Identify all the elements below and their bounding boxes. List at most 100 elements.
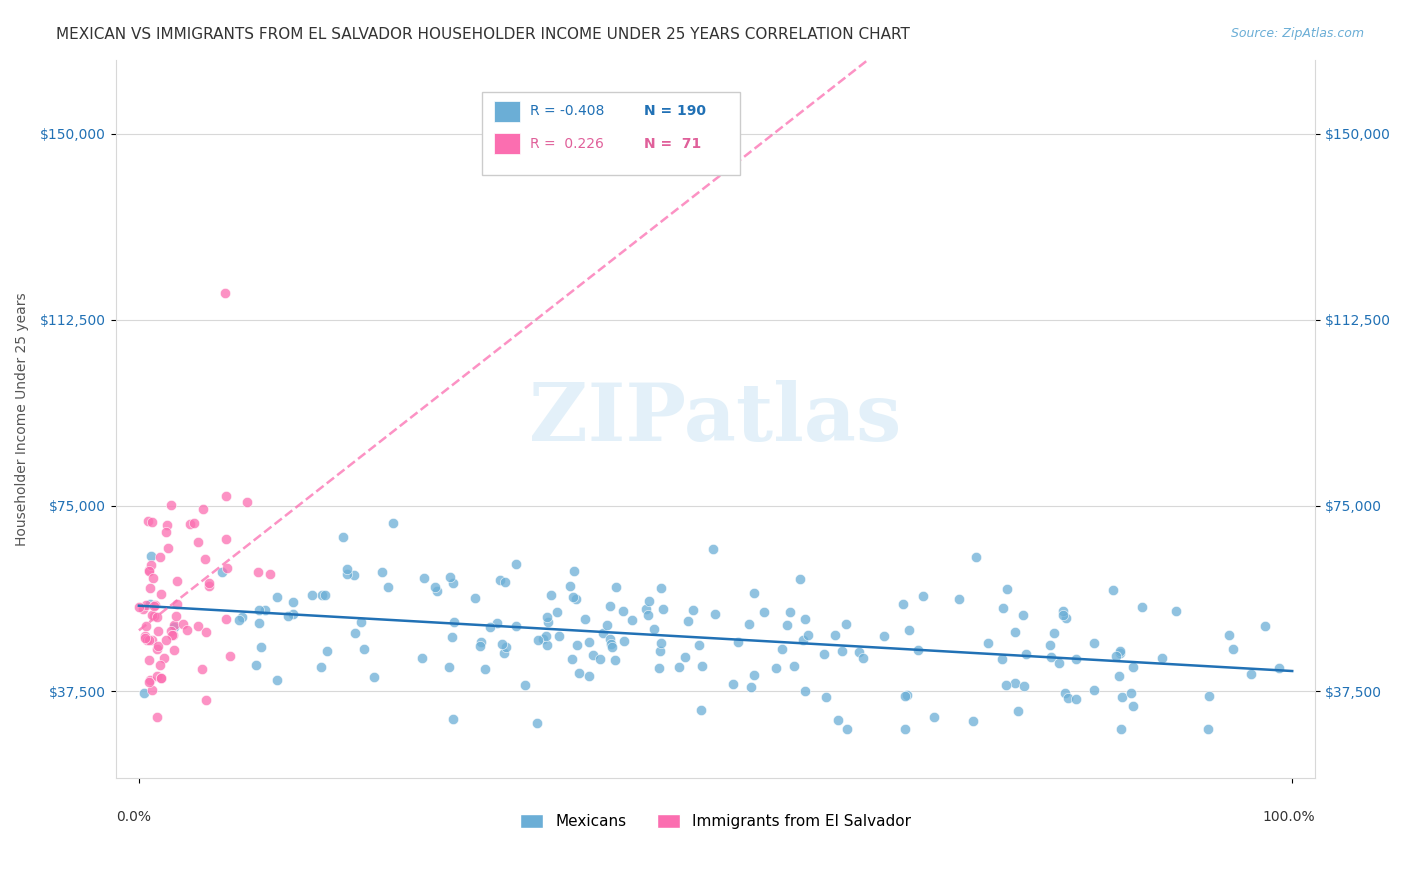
Point	[141, 682, 163, 697]
Point	[138, 564, 160, 578]
Point	[600, 637, 623, 651]
Point	[309, 660, 332, 674]
Point	[486, 616, 509, 631]
Point	[1122, 699, 1144, 714]
Point	[789, 572, 811, 586]
Point	[578, 669, 600, 683]
Point	[281, 595, 304, 609]
Point	[1254, 619, 1277, 633]
Point	[977, 636, 1000, 650]
Point	[153, 651, 176, 665]
Y-axis label: Householder Income Under 25 years: Householder Income Under 25 years	[15, 292, 30, 546]
Point	[283, 607, 305, 621]
Point	[1047, 657, 1070, 671]
Point	[266, 673, 288, 687]
Point	[141, 515, 163, 529]
Point	[198, 579, 221, 593]
Point	[1054, 686, 1077, 700]
Point	[163, 620, 186, 634]
Point	[443, 615, 465, 629]
Text: Source: ZipAtlas.com: Source: ZipAtlas.com	[1230, 27, 1364, 40]
Point	[738, 616, 761, 631]
Point	[211, 565, 233, 579]
Point	[141, 607, 163, 622]
Point	[1111, 690, 1133, 704]
Point	[547, 628, 569, 642]
Point	[1108, 647, 1130, 661]
Point	[301, 588, 323, 602]
Point	[134, 629, 156, 643]
Point	[814, 690, 837, 704]
Point	[574, 611, 596, 625]
Point	[1121, 686, 1143, 700]
Point	[247, 616, 270, 631]
Point	[135, 619, 157, 633]
Point	[165, 609, 187, 624]
Point	[688, 639, 710, 653]
Point	[148, 624, 170, 638]
Point	[526, 715, 548, 730]
Point	[266, 591, 288, 605]
Point	[536, 638, 558, 652]
Point	[997, 582, 1019, 596]
Point	[922, 710, 945, 724]
Point	[1004, 625, 1026, 640]
Point	[134, 631, 156, 645]
Point	[689, 703, 711, 717]
Point	[150, 671, 173, 685]
Point	[143, 599, 166, 613]
Point	[990, 651, 1012, 665]
Point	[172, 617, 194, 632]
Point	[835, 617, 858, 632]
Point	[353, 642, 375, 657]
Point	[1015, 647, 1038, 661]
Point	[779, 605, 801, 619]
Point	[195, 693, 218, 707]
Point	[1064, 691, 1087, 706]
Point	[160, 628, 183, 642]
Point	[1007, 704, 1029, 718]
Point	[214, 285, 236, 300]
Point	[311, 588, 333, 602]
Point	[163, 643, 186, 657]
Point	[195, 625, 218, 640]
Point	[636, 602, 658, 616]
Point	[441, 712, 464, 726]
Point	[254, 602, 277, 616]
Point	[994, 678, 1017, 692]
Point	[138, 633, 160, 648]
Point	[596, 618, 619, 632]
Point	[277, 608, 299, 623]
Point	[1268, 661, 1291, 675]
Point	[505, 557, 527, 571]
Point	[911, 589, 934, 603]
Point	[637, 608, 659, 623]
Point	[648, 644, 671, 658]
Point	[613, 633, 636, 648]
Point	[441, 576, 464, 591]
Point	[894, 689, 917, 703]
Text: 0.0%: 0.0%	[115, 810, 150, 824]
Point	[643, 622, 665, 636]
Point	[138, 563, 160, 577]
Point	[1101, 582, 1123, 597]
Point	[139, 597, 162, 611]
Point	[162, 628, 184, 642]
Point	[215, 532, 238, 546]
Point	[1056, 690, 1078, 705]
Point	[742, 667, 765, 681]
Point	[527, 633, 550, 648]
Point	[235, 495, 257, 509]
Point	[676, 614, 699, 628]
Point	[1111, 722, 1133, 736]
Point	[792, 633, 814, 648]
Point	[336, 562, 359, 576]
Point	[149, 658, 172, 673]
Point	[638, 594, 661, 608]
Point	[139, 549, 162, 564]
Point	[848, 645, 870, 659]
Point	[1108, 668, 1130, 682]
Point	[132, 686, 155, 700]
Point	[650, 582, 672, 596]
Point	[824, 628, 846, 642]
